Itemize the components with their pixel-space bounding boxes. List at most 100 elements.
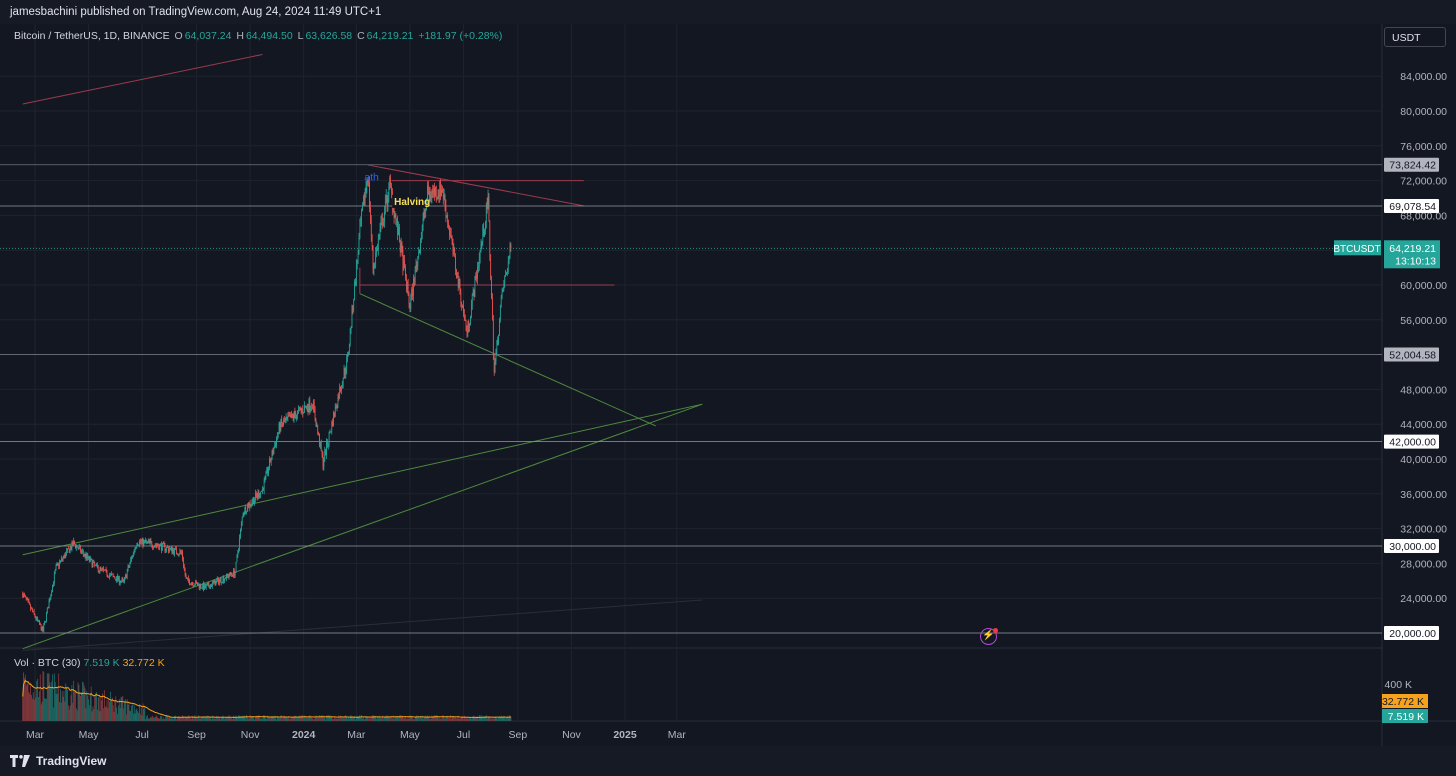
open-label: O [174,30,183,42]
volume-bar [122,695,124,721]
candle-body [99,567,101,572]
volume-bar [89,692,91,721]
volume-bar [119,707,121,721]
volume-bar [152,715,154,721]
candle-body [430,196,432,198]
candle-body [240,529,241,537]
symbol-title[interactable]: Bitcoin / TetherUS, 1D, BINANCE [14,30,170,42]
footer-brand[interactable]: TradingView [36,754,107,768]
volume-bar [265,718,267,721]
candle-body [240,522,242,530]
volume-bar [470,718,472,721]
candle-body [342,378,344,386]
y-tick-label: 40,000.00 [1400,454,1447,466]
candle-body [304,405,305,413]
volume-bar [51,681,53,721]
volume-bar [305,717,306,721]
candle-body [345,370,347,374]
candle-body [292,415,294,419]
candle-body [348,352,349,355]
volume-label[interactable]: Vol · BTC (30) [14,657,81,669]
volume-bar [427,716,429,721]
volume-bar [227,717,229,721]
level-tag-bg [1384,626,1439,640]
volume-bar [370,717,372,721]
volume-bar [110,691,111,721]
candle-body [375,252,377,265]
volume-bar [367,716,369,721]
volume-bar [291,718,293,721]
volume-axis-tick: 400 K [1385,679,1412,691]
volume-bar [280,715,282,721]
lightning-icon[interactable]: ⚡ [980,628,997,645]
volume-bar [408,718,410,721]
currency-button[interactable]: USDT [1384,27,1446,47]
candle-body [502,290,504,293]
candle-body [439,181,441,197]
candle-body [309,399,311,410]
candle-body [220,578,222,583]
tradingview-logo-icon[interactable] [10,755,30,767]
candle-body [341,387,342,391]
candle-body [187,577,189,579]
candle-body [501,292,503,296]
volume-bar [170,716,172,721]
candle-body [452,238,454,252]
candle-body [283,420,284,425]
candle-body [208,583,210,587]
volume-bar [67,705,69,721]
volume-bar [361,715,363,721]
candle-body [505,274,506,277]
level-tag: 52,004.58 [1389,350,1436,362]
volume-bar [154,716,156,721]
candle-body [479,249,481,259]
volume-bar [424,717,426,721]
candle-body [361,210,362,223]
volume-bar [463,715,465,721]
candle-body [467,321,469,333]
y-tick-label: 48,000.00 [1400,384,1447,396]
volume-bar [499,717,501,721]
candle-body [473,290,475,297]
volume-bar [33,700,35,721]
candle-body [276,438,277,446]
candle-body [114,577,116,579]
volume-bar [247,717,248,721]
volume-bar [102,693,104,721]
candle-body [362,206,363,211]
candle-body [157,545,159,547]
candle-body [307,408,309,412]
candle-body [493,354,495,373]
candle-body [191,582,193,584]
volume-bar [462,715,463,721]
volume-bar [133,704,135,721]
volume-bar [431,715,433,721]
volume-bar [405,715,406,721]
candle-body [497,340,499,344]
candle-body [353,300,355,311]
candle-body [294,412,296,416]
candle-body [217,578,218,581]
price-chart[interactable]: 24,000.00 28,000.00 32,000.00 36,000.00 40,0… [0,24,1456,746]
price-axis: 24,000.00 28,000.00 32,000.00 36,000.00 40,0… [1385,71,1448,691]
candle-body [450,234,452,237]
candle-body [370,207,371,222]
volume-bar [123,708,125,721]
volume-bar [77,682,79,721]
candle-body [459,279,461,292]
candle-body [471,304,472,317]
candle-body [128,566,130,568]
volume-bar [387,715,389,721]
volume-bar [382,715,384,721]
ath-annotation: ath [364,172,379,184]
volume-bar [303,717,305,721]
volume-bar [29,693,31,721]
candle-body [308,399,310,412]
candle-body [248,502,250,508]
volume-bar [214,716,216,721]
volume-bar [37,678,39,721]
x-tick-label: Jul [135,729,148,741]
volume-bar [178,716,180,721]
volume-bar [55,694,57,721]
candle-body [82,550,83,552]
